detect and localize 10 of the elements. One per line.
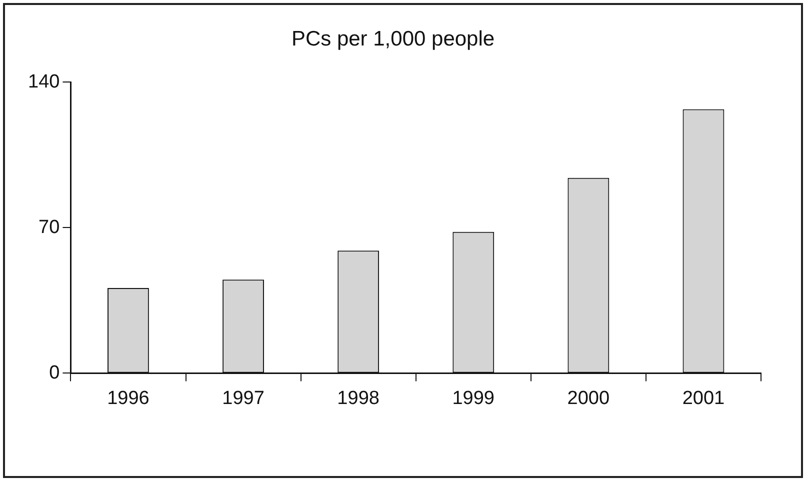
y-tick-label: 140 xyxy=(28,71,60,92)
x-tick-label: 1997 xyxy=(222,388,264,409)
x-tick-label: 1996 xyxy=(107,388,150,409)
x-tick-label: 1998 xyxy=(337,388,380,409)
x-tick-label: 2000 xyxy=(567,388,610,409)
chart-title: PCs per 1,000 people xyxy=(291,27,495,50)
x-tick-label: 1999 xyxy=(452,388,495,409)
y-tick-label: 0 xyxy=(49,362,60,384)
y-tick-label: 70 xyxy=(38,216,60,238)
x-tick-label: 2001 xyxy=(682,388,725,409)
